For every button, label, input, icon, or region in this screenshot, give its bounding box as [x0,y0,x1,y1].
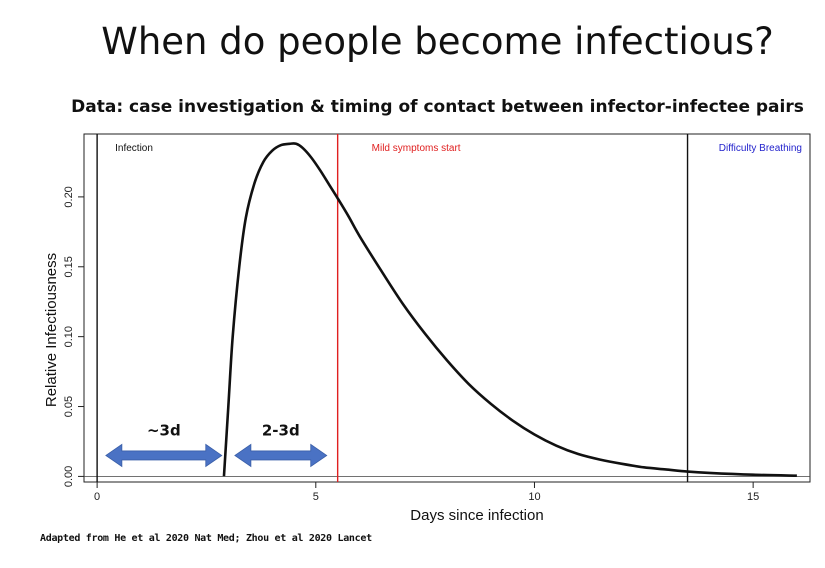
duration-arrow [234,443,328,468]
y-tick-label: 0.05 [63,396,75,417]
x-tick-label: 5 [313,491,319,503]
source-credit: Adapted from He et al 2020 Nat Med; Zhou… [40,533,372,544]
infectiousness-curve [222,142,797,478]
x-tick-label: 15 [747,491,759,503]
slide-subtitle: Data: case investigation & timing of con… [71,97,804,117]
y-tick-label: 0.15 [63,256,75,277]
x-tick-label: 10 [528,491,540,503]
slide-title: When do people become infectious? [101,20,774,63]
x-axis-label: Days since infection [410,507,543,524]
event-label: Infection [115,143,153,154]
y-tick-label: 0.20 [63,186,75,207]
duration-arrow [105,443,223,468]
x-tick-label: 0 [94,491,100,503]
plot-frame [83,133,811,483]
y-axis-label: Relative Infectiousness [43,253,60,407]
y-tick-label: 0.10 [63,326,75,347]
duration-label: 2-3d [262,421,300,439]
event-label: Mild symptoms start [372,143,461,154]
event-label: Difficulty Breathing [719,143,802,154]
y-tick-label: 0.00 [63,466,75,487]
duration-label: ~3d [147,421,181,439]
